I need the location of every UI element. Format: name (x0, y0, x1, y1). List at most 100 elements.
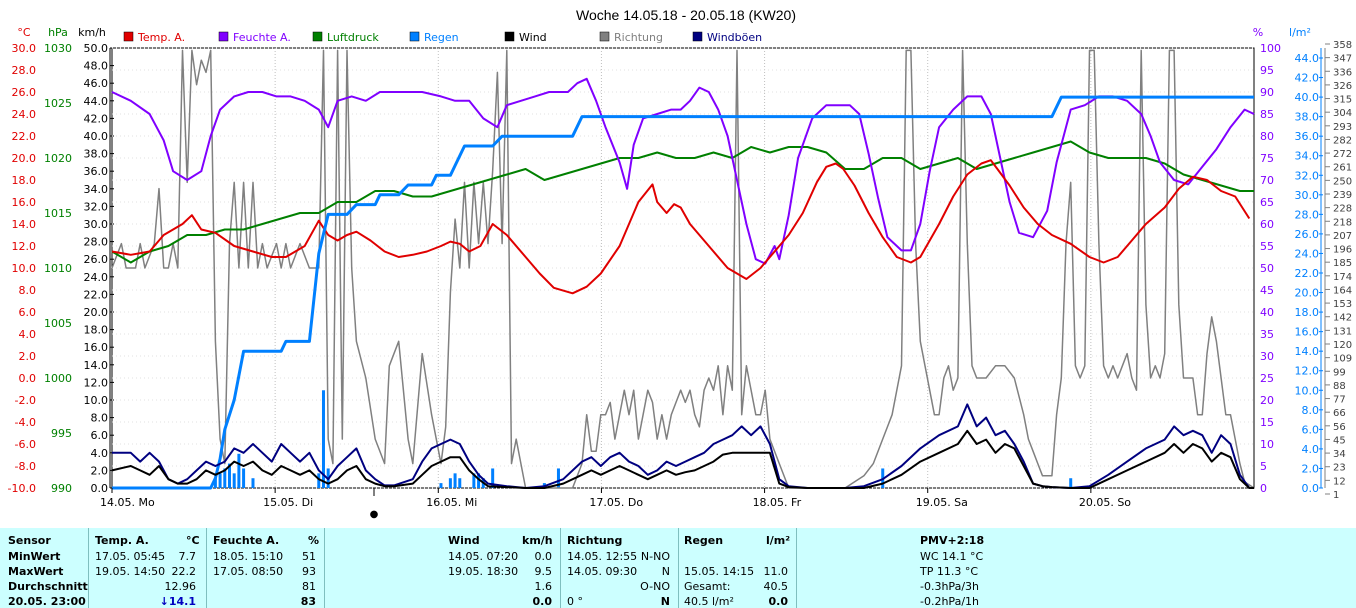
direction-tick-label: 131 (1333, 326, 1352, 337)
direction-tick-label: 218 (1333, 217, 1352, 228)
statistics-table: Sensor MinWert MaxWert Durchschnitt 20.0… (0, 528, 1356, 608)
direction-min-time: 14.05. 12:55 (567, 550, 638, 563)
x-tick-label: 15.05. Di (263, 496, 313, 509)
wind-tick-label: 38.0 (84, 148, 109, 161)
humidity-tick-label: 95 (1260, 64, 1274, 77)
direction-tick-label: 174 (1333, 272, 1352, 283)
pressure-unit: hPa (48, 26, 68, 39)
rain-tick-label: 26.0 (1295, 228, 1320, 241)
pressure-tick-label: 1015 (44, 207, 72, 220)
rain-tick-label: 10.0 (1295, 384, 1320, 397)
rain-bar (556, 468, 560, 488)
direction-max-time: 14.05. 09:30 (567, 565, 638, 578)
rain-bar (458, 478, 462, 488)
direction-tick-label: 326 (1333, 81, 1352, 92)
weather-chart: Woche 14.05.18 - 20.05.18 (KW20) Temp. A… (8, 7, 1353, 520)
chart-legend: Temp. A. Feuchte A. Luftdruck Regen Wind Rich… (123, 31, 762, 44)
temp-tick-label: 14.0 (12, 218, 37, 231)
humidity-header: Feuchte A. (213, 534, 280, 547)
legend-swatch (504, 31, 515, 42)
humidity-unit-cell: % (308, 534, 320, 547)
row-max: MaxWert (8, 565, 64, 578)
rain-tick-label: 24.0 (1295, 247, 1320, 260)
humidity-tick-label: 85 (1260, 108, 1274, 121)
humidity-tick-label: 55 (1260, 240, 1274, 253)
rain-tick-label: 30.0 (1295, 189, 1320, 202)
direction-tick-label: 77 (1333, 395, 1346, 406)
direction-tick-label: 88 (1333, 381, 1346, 392)
series-regen (112, 95, 1254, 490)
direction-tick-label: 336 (1333, 67, 1352, 78)
legend-label: Regen (424, 31, 459, 44)
temp-tick-label: -8.0 (15, 460, 36, 473)
pmv-pressure-3h: -0.3hPa/3h (920, 580, 979, 593)
series-wind (111, 429, 1254, 489)
direction-max-value: N (661, 565, 670, 578)
wind-tick-label: 50.0 (84, 42, 109, 55)
temp-tick-label: 4.0 (19, 328, 37, 341)
time-marker: ● (370, 509, 379, 520)
humidity-tick-label: 65 (1260, 196, 1274, 209)
wind-current-value: 0.0 (532, 595, 553, 608)
humidity-min-time: 18.05. 15:10 (213, 550, 284, 563)
pmv-dewpoint: TP 11.3 °C (920, 565, 979, 578)
humidity-tick-label: 10 (1260, 438, 1274, 451)
pressure-tick-label: 1030 (44, 42, 72, 55)
legend-label: Wind (519, 31, 547, 44)
wind-max-value: 9.5 (534, 565, 553, 578)
legend-swatch (218, 31, 229, 42)
humidity-unit: % (1253, 26, 1263, 39)
direction-tick-label: 293 (1333, 122, 1352, 133)
series-windb-en (112, 403, 1254, 489)
legend-label: Windböen (707, 31, 762, 44)
rain-tick-label: 28.0 (1295, 208, 1320, 221)
direction-tick-label: 315 (1333, 95, 1352, 106)
direction-tick-label: 12 (1333, 476, 1346, 487)
direction-tick-label: 56 (1333, 422, 1346, 433)
temp-tick-label: 10.0 (12, 262, 37, 275)
wind-tick-label: 28.0 (84, 236, 109, 249)
temp-tick-label: 26.0 (12, 86, 37, 99)
direction-tick-label: 109 (1333, 354, 1352, 365)
direction-tick-label: 250 (1333, 176, 1352, 187)
wind-max-time: 19.05. 18:30 (448, 565, 519, 578)
humidity-tick-label: 5 (1260, 460, 1267, 473)
temp-tick-label: 2.0 (19, 350, 37, 363)
temp-current-value: ↓14.1 (159, 595, 196, 608)
legend-label: Feuchte A. (233, 31, 291, 44)
rain-tick-label: 44.0 (1295, 52, 1320, 65)
rain-tick-label: 2.0 (1302, 462, 1320, 475)
series-temp-a- (111, 159, 1251, 295)
rain-bar (237, 453, 241, 488)
chart-title: Woche 14.05.18 - 20.05.18 (KW20) (576, 7, 796, 23)
x-ticks: 14.05. Mo 15.05. Di 16.05. Mi 17.05. Do 18.0… (100, 488, 1131, 509)
temp-header: Temp. A. (95, 534, 149, 547)
legend-swatch (123, 31, 134, 42)
rain-current-value: 0.0 (768, 595, 789, 608)
humidity-tick-label: 30 (1260, 350, 1274, 363)
wind-tick-label: 12.0 (84, 376, 109, 389)
rain-tick-label: 14.0 (1295, 345, 1320, 358)
direction-tick-label: 282 (1333, 135, 1352, 146)
series-lines (111, 49, 1255, 490)
temp-min-value: 7.7 (178, 550, 197, 563)
direction-tick-label: 66 (1333, 408, 1346, 419)
humidity-avg-value: 81 (302, 580, 316, 593)
direction-tick-label: 120 (1333, 340, 1352, 351)
rain-bar (453, 473, 457, 488)
rain-tick-label: 4.0 (1302, 443, 1320, 456)
direction-header: Richtung (567, 534, 623, 547)
pressure-tick-label: 1010 (44, 262, 72, 275)
rain-tick-label: 32.0 (1295, 169, 1320, 182)
rain-bar (321, 390, 325, 488)
row-min: MinWert (8, 550, 61, 563)
direction-tick-label: 304 (1333, 108, 1352, 119)
temp-tick-label: -4.0 (15, 416, 36, 429)
x-tick-label: 17.05. Do (589, 496, 643, 509)
temp-avg-value: 12.96 (164, 580, 197, 593)
temp-tick-label: -2.0 (15, 394, 36, 407)
rain-bar (213, 478, 217, 488)
temp-tick-label: -6.0 (15, 438, 36, 451)
temp-tick-label: -10.0 (8, 482, 36, 495)
wind-tick-label: 42.0 (84, 112, 109, 125)
